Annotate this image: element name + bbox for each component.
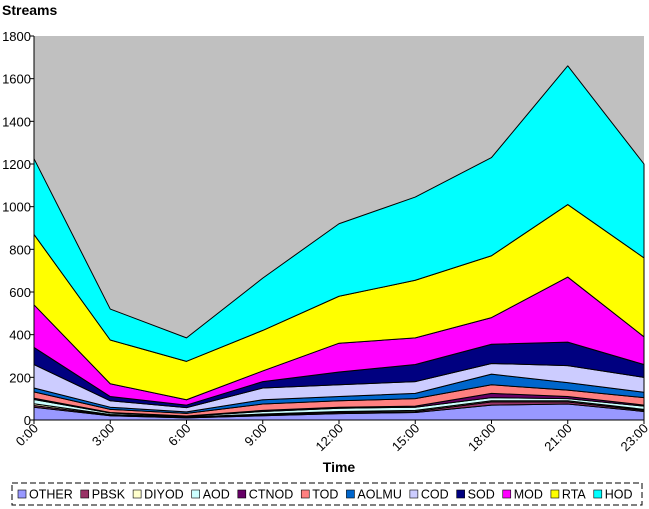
y-tick-label: 1800: [2, 29, 31, 44]
legend-label: DIYOD: [144, 488, 184, 502]
x-axis: 0:00 3:00 6:00 9:00 12:00 15:00 18:00 21:00 23:0…: [13, 419, 649, 455]
y-tick-label: 400: [9, 328, 31, 343]
legend-label: COD: [421, 488, 449, 502]
x-tick-label: 15:00: [389, 421, 423, 455]
y-tick-label: 0: [24, 413, 31, 428]
legend-label: SOD: [468, 488, 495, 502]
legend-swatch: [17, 489, 27, 499]
legend-swatch: [346, 489, 355, 499]
area-series-hod: [33, 65, 645, 362]
legend: OTHER PBSK DIYOD AOD CTNOD TOD AOLMU COD SOD MOD R…: [11, 482, 643, 506]
legend-swatch: [80, 489, 90, 499]
legend-label: AOLMU: [357, 488, 401, 502]
x-tick-label: 12:00: [313, 421, 347, 455]
area-series-group: [33, 65, 645, 421]
x-tick-label: 0:00: [13, 421, 42, 450]
legend-label: PBSK: [92, 488, 126, 502]
x-tick-label: 3:00: [89, 421, 118, 450]
y-tick-label: 600: [9, 285, 31, 300]
x-tick-label: 9:00: [241, 421, 270, 450]
x-tick-label: 21:00: [541, 421, 575, 455]
legend-label: AOD: [203, 488, 230, 502]
legend-swatch: [502, 489, 512, 499]
x-axis-title: Time: [323, 459, 356, 475]
y-tick-label: 1200: [2, 157, 31, 172]
legend-box: [11, 482, 643, 506]
y-axis: 0 200 400 600 800 1000 1200 1400 1600 1800: [2, 29, 35, 428]
legend-label: TOD: [312, 488, 338, 502]
y-axis-title: Streams: [2, 2, 57, 18]
legend-label: HOD: [605, 488, 633, 502]
y-tick-label: 1000: [2, 200, 31, 215]
legend-label: OTHER: [29, 488, 73, 502]
legend-swatch: [191, 489, 201, 499]
legend-swatch: [300, 489, 310, 499]
y-tick-label: 1400: [2, 114, 31, 129]
legend-label: RTA: [562, 488, 587, 502]
y-tick-label: 800: [9, 242, 31, 257]
legend-swatch: [237, 489, 247, 499]
legend-label: MOD: [514, 488, 543, 502]
legend-swatch: [593, 489, 603, 499]
legend-swatch: [550, 489, 560, 499]
x-tick-label: 6:00: [165, 421, 194, 450]
x-tick-label: 23:00: [618, 421, 649, 455]
x-tick-label: 18:00: [465, 421, 499, 455]
y-tick-label: 200: [9, 370, 31, 385]
y-tick-label: 1600: [2, 72, 31, 87]
legend-swatch: [456, 489, 465, 499]
legend-swatch: [409, 489, 419, 499]
legend-label: CTNOD: [249, 488, 293, 502]
legend-swatch: [132, 489, 142, 499]
